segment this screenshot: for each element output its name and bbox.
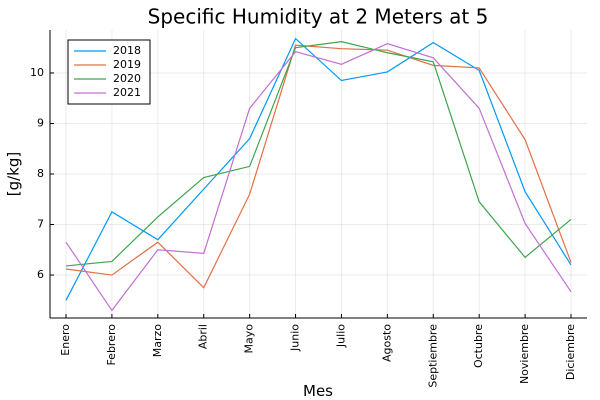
- y-axis-label: [g/kg]: [5, 152, 23, 197]
- x-tick-label: Enero: [59, 324, 72, 356]
- x-tick-label: Junio: [289, 324, 302, 352]
- x-tick-label: Agosto: [380, 324, 393, 362]
- y-tick-label: 7: [37, 218, 44, 231]
- legend-label: 2020: [113, 72, 141, 85]
- y-tick-label: 10: [30, 66, 44, 79]
- legend-label: 2021: [113, 86, 141, 99]
- x-tick-label: Septiembre: [426, 324, 439, 388]
- x-tick-label: Noviembre: [518, 324, 531, 384]
- line-series: [65, 43, 572, 312]
- x-tick-label: Diciembre: [564, 324, 577, 380]
- line-series: [65, 41, 572, 267]
- chart-title: Specific Humidity at 2 Meters at 5: [148, 5, 489, 29]
- legend-label: 2019: [113, 58, 141, 71]
- x-tick-label: Octubre: [472, 324, 485, 368]
- line-series: [65, 37, 572, 301]
- x-tick-label: Febrero: [105, 324, 118, 366]
- y-tick-label: 9: [37, 116, 44, 129]
- x-tick-label: Abril: [197, 324, 210, 349]
- legend-label: 2018: [113, 44, 141, 57]
- x-tick-label: Marzo: [151, 324, 164, 358]
- x-tick-label: Julio: [334, 324, 347, 348]
- x-axis-label: Mes: [303, 382, 333, 400]
- x-tick-label: Mayo: [243, 324, 256, 354]
- line-series: [65, 44, 572, 289]
- y-tick-label: 6: [37, 268, 44, 281]
- y-tick-label: 8: [37, 167, 44, 180]
